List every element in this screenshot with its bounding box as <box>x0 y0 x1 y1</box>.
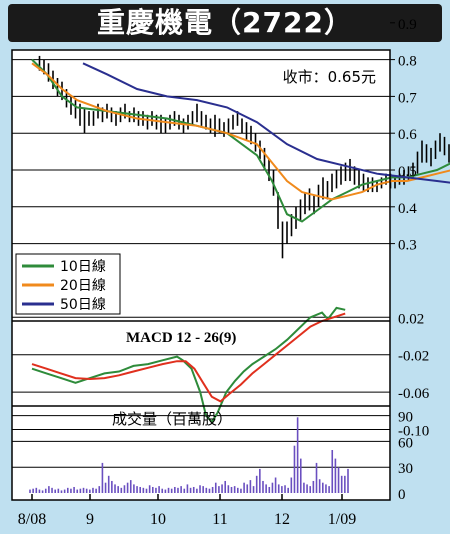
x-tick-label: 12 <box>274 511 290 528</box>
x-tick-label: 8/08 <box>18 511 46 528</box>
volume-bars <box>29 417 349 493</box>
macd-tick-label: -0.10 <box>398 424 429 440</box>
macd-tick-label: -0.02 <box>398 349 429 365</box>
volume-tick-label: 30 <box>398 461 413 477</box>
legend-label-ma10: 10日線 <box>60 259 106 275</box>
macd-tick-label: 0.02 <box>398 311 424 327</box>
legend-label-ma50: 50日線 <box>60 297 106 313</box>
price-tick-label: 0.6 <box>398 127 417 143</box>
price-tick-label: 0.7 <box>398 90 417 106</box>
series-line <box>31 58 450 223</box>
x-tick-label: 1/09 <box>328 511 356 528</box>
series-line <box>82 62 450 184</box>
x-tick-label: 11 <box>212 511 227 528</box>
price-tick-label: 0.5 <box>398 164 417 180</box>
volume-tick-label: 0 <box>398 487 406 503</box>
volume-tick-label: 60 <box>398 435 413 451</box>
price-tick-label: 0.8 <box>398 54 417 70</box>
macd-tick-label: -0.06 <box>398 386 430 402</box>
macd-title: MACD 12 - 26(9) <box>126 330 236 346</box>
x-tick-label: 10 <box>150 511 166 528</box>
volume-title: 成交量（百萬股） <box>112 410 232 428</box>
price-label-bg <box>238 64 378 88</box>
title-bar: 重慶機電（2722） <box>8 4 442 42</box>
price-tick-label: 0.4 <box>398 201 417 217</box>
x-tick-label: 9 <box>86 511 94 528</box>
series-lines <box>31 58 450 424</box>
legend-label-ma20: 20日線 <box>60 278 106 294</box>
chart-title: 重慶機電（2722） <box>97 6 353 39</box>
price-tick-label: 0.9 <box>398 17 417 33</box>
price-label: 收市：0.65元 <box>283 68 376 86</box>
series-line <box>31 62 450 201</box>
axes: 0.3 0.4 0.5 0.6 0.7 0.8 0.9 0.02 -0.02 -0.06 -0.10… <box>18 17 430 528</box>
legend: 10日線 20日線 50日線 <box>15 253 121 315</box>
plot-border <box>11 49 391 501</box>
price-tick-label: 0.3 <box>398 238 417 254</box>
macd-line <box>31 306 346 424</box>
macd-line <box>31 312 346 403</box>
volume-tick-label: 90 <box>398 410 413 426</box>
